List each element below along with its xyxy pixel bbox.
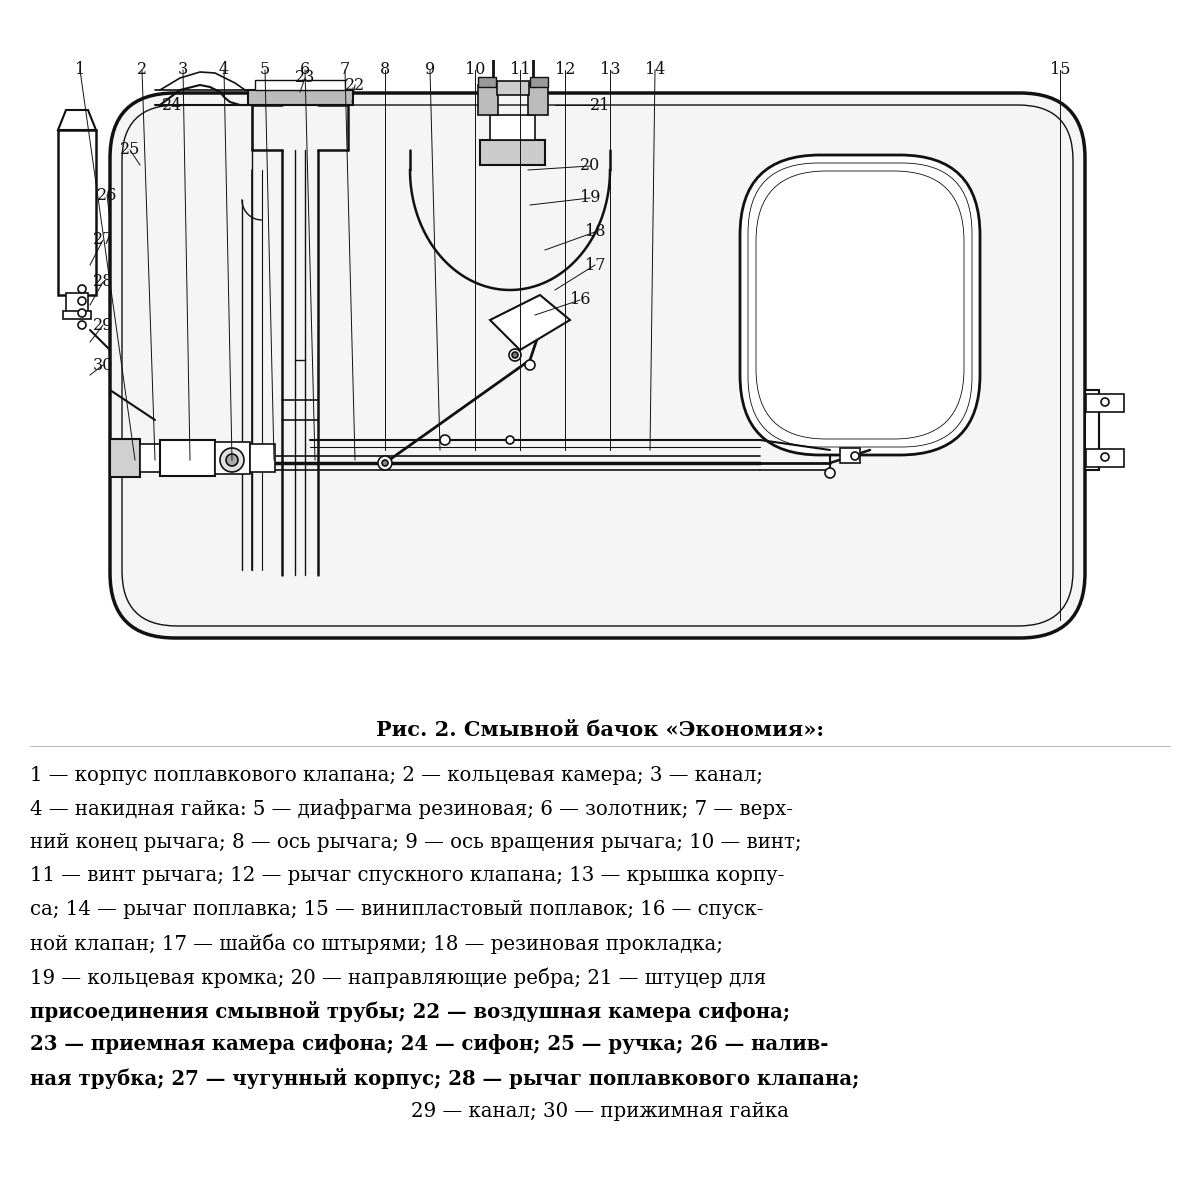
Bar: [840, 448, 860, 463]
Text: 20: 20: [580, 157, 600, 174]
Bar: [110, 439, 140, 476]
Bar: [493, 44, 533, 85]
Bar: [160, 440, 215, 476]
Text: 28: 28: [92, 274, 113, 290]
Text: 29: 29: [92, 317, 113, 334]
Circle shape: [851, 452, 859, 460]
Circle shape: [78, 308, 86, 317]
Text: 2: 2: [137, 61, 148, 78]
Text: 1: 1: [74, 61, 85, 78]
Circle shape: [1102, 452, 1109, 461]
Bar: [530, 77, 548, 86]
Bar: [248, 90, 353, 104]
Bar: [478, 77, 496, 86]
Circle shape: [378, 456, 392, 470]
Circle shape: [506, 436, 514, 444]
Text: 25: 25: [120, 142, 140, 158]
Text: 19: 19: [580, 190, 600, 206]
Text: 4 — накидная гайка: 5 — диафрагма резиновая; 6 — золотник; 7 — верх-: 4 — накидная гайка: 5 — диафрагма резино…: [30, 799, 793, 820]
Text: 23 — приемная камера сифона; 24 — сифон; 25 — ручка; 26 — налив-: 23 — приемная камера сифона; 24 — сифон;…: [30, 1034, 828, 1055]
Text: 1 — корпус поплавкового клапана; 2 — кольцевая камера; 3 — канал;: 1 — корпус поплавкового клапана; 2 — кол…: [30, 766, 763, 785]
Text: 30: 30: [92, 356, 113, 373]
Text: 24: 24: [162, 96, 182, 114]
Text: 17: 17: [584, 257, 605, 274]
Text: са; 14 — рычаг поплавка; 15 — винипластовый поплавок; 16 — спуск-: са; 14 — рычаг поплавка; 15 — винипласто…: [30, 900, 763, 919]
FancyBboxPatch shape: [110, 92, 1085, 638]
Text: Рис. 2. Смывной бачок «Экономия»:: Рис. 2. Смывной бачок «Экономия»:: [376, 720, 824, 740]
Text: 3: 3: [178, 61, 188, 78]
Text: 12: 12: [554, 61, 575, 78]
Bar: [1086, 394, 1124, 412]
Text: 22: 22: [344, 77, 365, 94]
Circle shape: [220, 448, 244, 472]
Bar: [478, 85, 498, 115]
Text: 9: 9: [425, 61, 436, 78]
Text: 6: 6: [300, 61, 310, 78]
Text: 16: 16: [570, 292, 590, 308]
Bar: [250, 444, 275, 472]
Bar: [528, 85, 548, 115]
Circle shape: [78, 320, 86, 329]
Text: 4: 4: [218, 61, 229, 78]
Bar: [256, 80, 346, 90]
Text: 8: 8: [380, 61, 390, 78]
Bar: [64, 311, 91, 319]
Bar: [497, 80, 529, 95]
Circle shape: [509, 349, 521, 361]
Text: 10: 10: [464, 61, 485, 78]
Circle shape: [512, 352, 518, 358]
Text: ний конец рычага; 8 — ось рычага; 9 — ось вращения рычага; 10 — винт;: ний конец рычага; 8 — ось рычага; 9 — ос…: [30, 833, 802, 852]
Text: 19 — кольцевая кромка; 20 — направляющие ребра; 21 — штуцер для: 19 — кольцевая кромка; 20 — направляющие…: [30, 967, 767, 988]
Polygon shape: [58, 110, 96, 130]
Text: 15: 15: [1050, 61, 1070, 78]
Text: 29 — канал; 30 — прижимная гайка: 29 — канал; 30 — прижимная гайка: [412, 1102, 788, 1121]
Text: 26: 26: [97, 186, 118, 204]
Bar: [140, 444, 160, 472]
Text: 5: 5: [260, 61, 270, 78]
Text: 11 — винт рычага; 12 — рычаг спускного клапана; 13 — крышка корпу-: 11 — винт рычага; 12 — рычаг спускного к…: [30, 866, 785, 886]
Text: 21: 21: [590, 96, 610, 114]
Text: ная трубка; 27 — чугунный корпус; 28 — рычаг поплавкового клапана;: ная трубка; 27 — чугунный корпус; 28 — р…: [30, 1068, 859, 1090]
Circle shape: [382, 460, 388, 466]
Circle shape: [1102, 398, 1109, 406]
FancyBboxPatch shape: [740, 155, 980, 455]
Text: 7: 7: [340, 61, 350, 78]
Text: 13: 13: [600, 61, 620, 78]
Bar: [1085, 390, 1099, 470]
Circle shape: [78, 296, 86, 305]
Bar: [480, 140, 545, 164]
Bar: [215, 442, 250, 474]
Text: 23: 23: [295, 70, 316, 86]
Circle shape: [78, 284, 86, 293]
Circle shape: [526, 360, 535, 370]
Text: присоединения смывной трубы; 22 — воздушная камера сифона;: присоединения смывной трубы; 22 — воздуш…: [30, 1001, 790, 1021]
Text: 11: 11: [510, 61, 530, 78]
Circle shape: [826, 468, 835, 478]
Bar: [490, 115, 535, 140]
Bar: [1086, 449, 1124, 467]
Bar: [58, 130, 96, 295]
Bar: [66, 293, 88, 313]
Circle shape: [440, 434, 450, 445]
Text: 27: 27: [92, 232, 113, 248]
Text: 14: 14: [644, 61, 665, 78]
Circle shape: [226, 454, 238, 466]
Polygon shape: [490, 295, 570, 350]
Text: 18: 18: [584, 223, 605, 240]
Text: ной клапан; 17 — шайба со штырями; 18 — резиновая прокладка;: ной клапан; 17 — шайба со штырями; 18 — …: [30, 934, 722, 954]
